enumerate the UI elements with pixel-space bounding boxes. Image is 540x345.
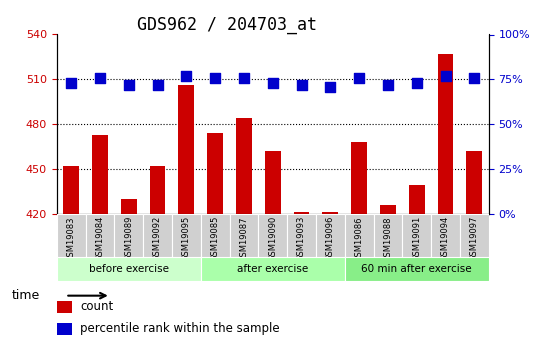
Text: GSM19084: GSM19084 (96, 216, 104, 262)
Bar (201, 214, 230, 257)
Text: before exercise: before exercise (89, 264, 168, 274)
Text: GSM19089: GSM19089 (124, 216, 133, 262)
Text: GSM19085: GSM19085 (211, 216, 220, 262)
Text: 60 min after exercise: 60 min after exercise (361, 264, 472, 274)
Bar (294, 213, 309, 214)
Text: GSM19087: GSM19087 (239, 216, 248, 262)
Text: GSM19097: GSM19097 (470, 216, 479, 262)
Text: time: time (11, 289, 39, 302)
Bar (121, 199, 137, 214)
Bar (374, 214, 402, 257)
Bar (57, 214, 85, 257)
Bar (178, 85, 194, 214)
Bar (402, 214, 431, 257)
Text: GSM19092: GSM19092 (153, 216, 162, 261)
Bar (114, 214, 143, 257)
Point (383, 82, 392, 88)
Text: GDS962 / 204703_at: GDS962 / 204703_at (137, 16, 317, 33)
Bar (322, 213, 338, 214)
Bar (230, 214, 258, 257)
Point (441, 73, 450, 79)
Point (96, 75, 104, 80)
Point (326, 84, 335, 89)
Bar (57, 257, 201, 281)
Point (297, 82, 306, 88)
Text: GSM19095: GSM19095 (182, 216, 191, 261)
Text: GSM19090: GSM19090 (268, 216, 277, 261)
Bar (437, 54, 454, 214)
Point (355, 75, 363, 80)
Bar (345, 257, 489, 281)
Point (124, 82, 133, 88)
Bar (57, 323, 72, 335)
Point (470, 75, 478, 80)
Text: GSM19083: GSM19083 (66, 216, 76, 262)
Text: GSM19086: GSM19086 (355, 216, 363, 262)
Text: GSM19093: GSM19093 (297, 216, 306, 262)
Bar (287, 214, 316, 257)
Bar (63, 166, 79, 214)
Bar (92, 135, 108, 214)
Bar (380, 205, 396, 214)
Point (240, 75, 248, 80)
Bar (258, 214, 287, 257)
Point (67, 80, 76, 86)
Bar (351, 142, 367, 214)
Bar (150, 166, 165, 214)
Text: GSM19096: GSM19096 (326, 216, 335, 262)
Bar (207, 133, 223, 214)
Bar (409, 186, 424, 214)
Text: GSM19094: GSM19094 (441, 216, 450, 261)
Bar (265, 151, 281, 214)
Text: count: count (80, 300, 114, 313)
Bar (201, 257, 345, 281)
Bar (236, 118, 252, 214)
Point (182, 73, 191, 79)
Text: percentile rank within the sample: percentile rank within the sample (80, 323, 280, 335)
Bar (143, 214, 172, 257)
Bar (467, 151, 482, 214)
Bar (431, 214, 460, 257)
Text: GSM19088: GSM19088 (383, 216, 393, 262)
Bar (345, 214, 374, 257)
Point (211, 75, 219, 80)
Bar (460, 214, 489, 257)
Bar (57, 301, 72, 313)
Text: GSM19091: GSM19091 (412, 216, 421, 261)
Bar (85, 214, 114, 257)
Point (268, 80, 277, 86)
Bar (172, 214, 201, 257)
Text: after exercise: after exercise (237, 264, 308, 274)
Bar (316, 214, 345, 257)
Point (153, 82, 162, 88)
Point (413, 80, 421, 86)
